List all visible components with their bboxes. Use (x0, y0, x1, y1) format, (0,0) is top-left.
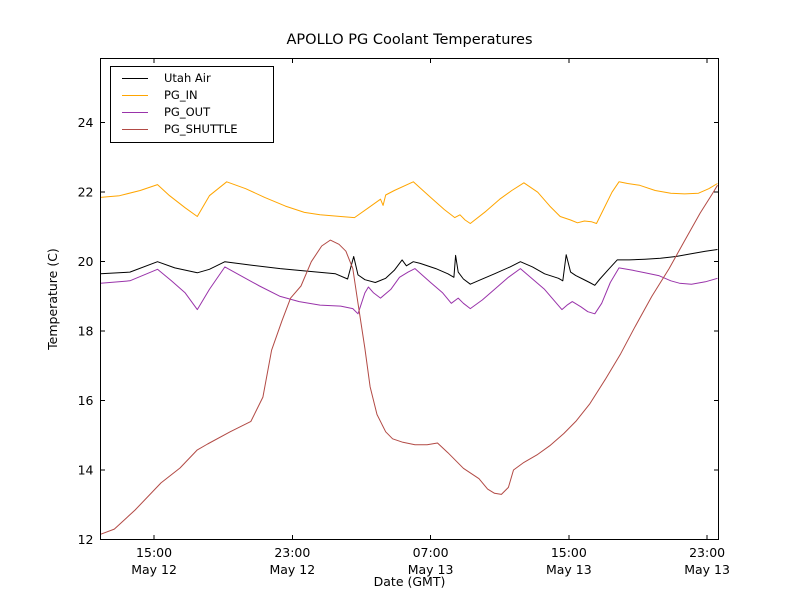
legend-label: PG_OUT (164, 104, 211, 119)
y-tick-label: 16 (78, 393, 94, 408)
legend-entry-utah-air: Utah Air (111, 70, 273, 87)
axes-border (100, 58, 719, 540)
legend-line-swatch (122, 129, 148, 130)
legend-line-swatch (122, 112, 148, 113)
x-tick-date-label: May 13 (408, 562, 454, 577)
series-line-utah-air (100, 249, 718, 286)
x-tick-date-label: May 13 (546, 562, 592, 577)
series-line-pg-out (100, 266, 718, 315)
axes: 15:00 May 12 23:00 May 12 07:00 May 13 15:00 Ma… (78, 58, 730, 577)
series-lines (100, 181, 718, 535)
series-line-pg-in (100, 181, 718, 224)
legend-entry-pg-shuttle: PG_SHUTTLE (111, 121, 273, 138)
y-axis-label: Temperature (C) (45, 248, 60, 351)
legend-entry-pg-out: PG_OUT (111, 104, 273, 121)
x-axis-label: Date (GMT) (374, 574, 446, 589)
legend-line-swatch (122, 95, 148, 96)
legend-entry-pg-in: PG_IN (111, 87, 273, 104)
x-tick-date-label: May 12 (269, 562, 315, 577)
x-tick-date-label: May 12 (131, 562, 177, 577)
x-tick-time-label: 23:00 (274, 545, 310, 560)
x-tick-time-label: 15:00 (551, 545, 587, 560)
legend-label: PG_IN (164, 87, 198, 102)
y-tick-label: 20 (78, 254, 94, 269)
chart-title: APOLLO PG Coolant Temperatures (287, 32, 533, 48)
y-tick-label: 12 (78, 532, 94, 547)
legend-label: Utah Air (164, 70, 211, 85)
y-tick-label: 18 (78, 324, 94, 339)
y-tick-label: 14 (78, 463, 94, 478)
x-tick-date-label: May 13 (684, 562, 730, 577)
legend: Utah Air PG_IN PG_OUT PG_SHUTTLE (110, 66, 274, 143)
y-tick-label: 24 (78, 115, 94, 130)
x-tick-time-label: 07:00 (413, 545, 449, 560)
x-tick-time-label: 23:00 (689, 545, 725, 560)
legend-label: PG_SHUTTLE (164, 121, 238, 136)
x-tick-time-label: 15:00 (136, 545, 172, 560)
y-tick-label: 22 (78, 185, 94, 200)
legend-line-swatch (122, 78, 148, 79)
series-line-pg-shuttle (100, 185, 718, 535)
